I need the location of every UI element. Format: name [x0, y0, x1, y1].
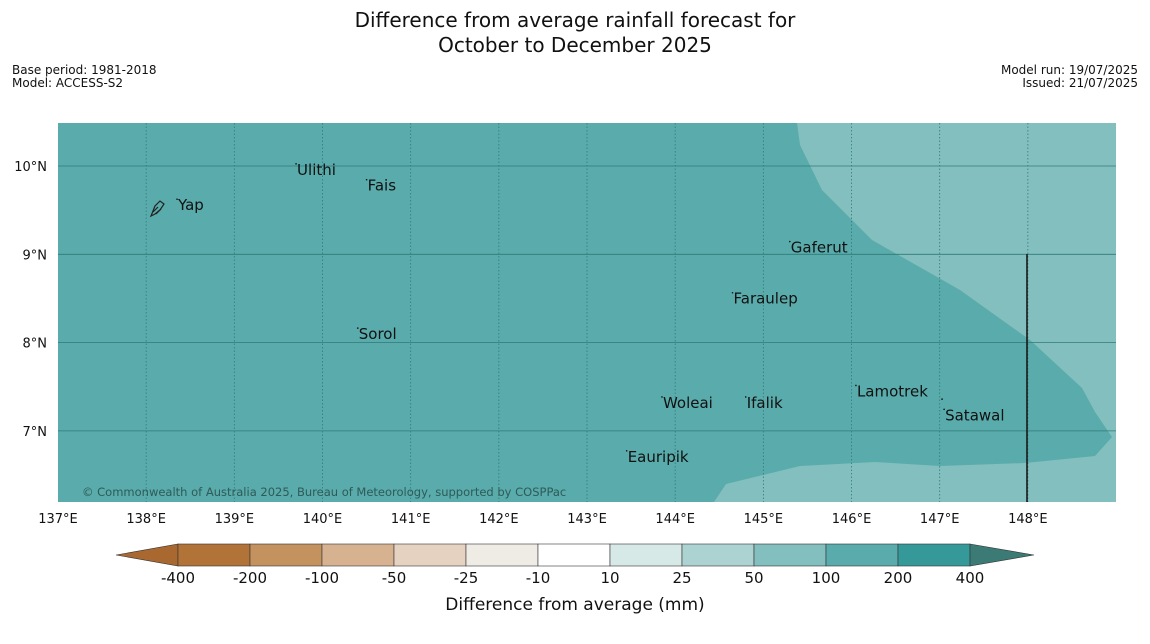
place-label: Eauripik	[628, 448, 689, 466]
place-label: Sorol	[359, 325, 397, 343]
place-label: Faraulep	[734, 290, 798, 308]
wetter-zone-northeast	[797, 123, 1116, 437]
place-label: Fais	[368, 177, 397, 195]
place-label: Ulithi	[297, 161, 336, 179]
lon-tick-label: 139°E	[215, 512, 255, 527]
title-line-1: Difference from average rainfall forecas…	[354, 8, 796, 32]
colorbar-tick-label: -10	[526, 569, 551, 587]
colorbar-extend-low	[115, 543, 179, 567]
colorbar-tick-label: -400	[161, 569, 195, 587]
colorbar-tick-label: 400	[956, 569, 985, 587]
lon-tick-label: 141°E	[391, 512, 431, 527]
place-marker	[356, 327, 359, 329]
colorbar-tick-label: -100	[305, 569, 339, 587]
meta-right: Model run: 19/07/2025 Issued: 21/07/2025	[1001, 64, 1138, 90]
lon-tick-label: 144°E	[655, 512, 695, 527]
wetter-zone-southeast	[714, 437, 1116, 502]
eez-dot: .	[940, 389, 944, 404]
place-label: Gaferut	[791, 239, 848, 257]
colorbar-tick-label: 200	[884, 569, 913, 587]
place-labels: Yap Ulithi Fais Gaferut Faraulep Sorol Woleai I…	[176, 161, 1005, 466]
lon-tick-label: 145°E	[744, 512, 784, 527]
lon-tick-label: 138°E	[126, 512, 166, 527]
colorbar-legend: -400 -200 -100 -50 -25 -10 10 25 50 100 200 400	[115, 543, 1035, 587]
colorbar-tick-label: -50	[382, 569, 407, 587]
lon-tick-label: 140°E	[303, 512, 343, 527]
place-marker	[731, 291, 734, 294]
lon-tick-label: 137°E	[38, 512, 78, 527]
colorbar-tick-label: 10	[600, 569, 619, 587]
copyright-text: © Commonwealth of Australia 2025, Bureau…	[82, 485, 566, 499]
colorbar-swatch	[249, 543, 323, 567]
meta-left: Base period: 1981-2018 Model: ACCESS-S2	[12, 64, 157, 90]
place-marker	[943, 408, 945, 411]
legend-label: Difference from average (mm)	[445, 595, 704, 615]
place-marker	[661, 396, 663, 398]
place-label: Woleai	[663, 394, 713, 412]
model-run: Model run: 19/07/2025	[1000, 63, 1138, 77]
colorbar-tick-label: 25	[672, 569, 691, 587]
lon-tick-label: 146°E	[832, 512, 872, 527]
longitude-gridlines	[145, 123, 1029, 502]
place-marker	[744, 396, 747, 398]
colorbar-tick-label: 50	[744, 569, 763, 587]
colorbar-swatch	[321, 543, 395, 567]
title-line-2: October to December 2025	[438, 33, 712, 57]
base-period: Base period: 1981-2018	[12, 63, 157, 77]
colorbar-swatch	[897, 543, 971, 567]
colorbar-swatch	[609, 543, 683, 567]
lat-tick-label: 8°N	[23, 337, 48, 352]
place-marker	[176, 198, 178, 200]
yap-island-outline	[149, 200, 165, 218]
colorbar-swatch	[753, 543, 827, 567]
lon-tick-label: 143°E	[567, 512, 607, 527]
colorbar-extend-high	[969, 543, 1035, 567]
colorbar-swatch	[393, 543, 467, 567]
colorbar-swatch	[825, 543, 899, 567]
place-marker	[295, 163, 297, 165]
colorbar-swatch	[681, 543, 755, 567]
place-label: Satawal	[945, 406, 1004, 424]
colorbar-tick-label: -200	[233, 569, 267, 587]
colorbar-tick-label: 100	[812, 569, 841, 587]
colorbar-tick-label: -25	[454, 569, 479, 587]
place-label: Lamotrek	[857, 382, 928, 400]
place-marker	[789, 240, 791, 243]
issued-date: Issued: 21/07/2025	[1022, 76, 1138, 90]
place-label: Ifalik	[747, 394, 783, 412]
lon-tick-label: 142°E	[479, 512, 519, 527]
lat-tick-label: 9°N	[23, 248, 48, 263]
lon-tick-label: 147°E	[920, 512, 960, 527]
place-label: Yap	[177, 196, 204, 214]
latitude-tick-labels: 10°N 9°N 8°N 7°N	[14, 160, 47, 440]
chart-title: Difference from average rainfall forecas…	[0, 8, 1150, 58]
lat-tick-label: 7°N	[23, 425, 48, 440]
lat-tick-label: 10°N	[14, 160, 47, 175]
lon-tick-label: 148°E	[1008, 512, 1048, 527]
place-marker	[625, 450, 628, 452]
colorbar-swatch	[465, 543, 539, 567]
place-marker	[855, 384, 857, 387]
model-name: Model: ACCESS-S2	[12, 76, 124, 90]
colorbar-swatch	[537, 543, 611, 567]
colorbar-swatch	[177, 543, 251, 567]
longitude-tick-labels: 137°E 138°E 139°E 140°E 141°E 142°E 143°E 144°E…	[38, 512, 1047, 527]
place-marker	[365, 178, 368, 181]
